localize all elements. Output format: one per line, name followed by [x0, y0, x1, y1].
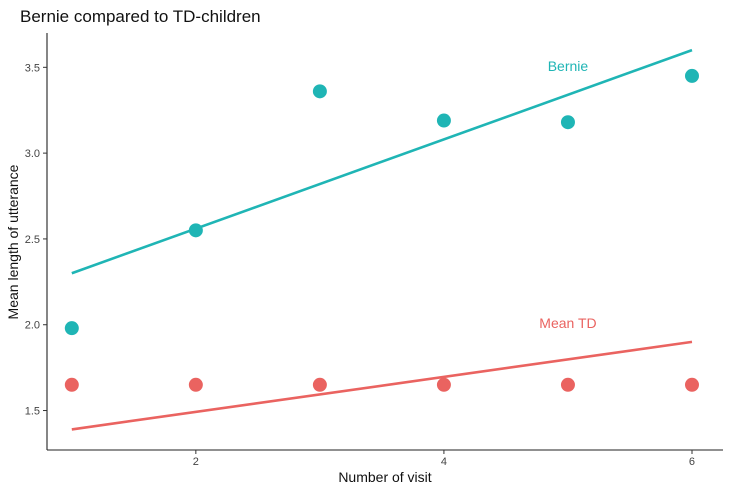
mean-td-point	[64, 377, 79, 392]
trend-lines	[71, 48, 693, 431]
bernie-point	[436, 113, 451, 128]
y-tick-label: 2.5	[25, 234, 40, 246]
bernie-point	[560, 115, 575, 130]
mean-td-point	[560, 377, 575, 392]
series-labels: Bernie Mean TD	[539, 58, 596, 331]
x-axis-title: Number of visit	[338, 469, 431, 485]
y-tick-label: 1.5	[25, 406, 40, 418]
bernie-point	[64, 321, 79, 336]
bernie-point	[312, 84, 327, 99]
bernie-point	[188, 223, 203, 238]
x-tick-label: 4	[441, 456, 447, 468]
data-points	[64, 68, 699, 392]
mean-td-point	[684, 377, 699, 392]
y-axis-title: Mean length of utterance	[5, 164, 21, 319]
y-axis-ticks: 1.5 2.0 2.5 3.0 3.5	[25, 62, 47, 418]
y-tick-label: 3.5	[25, 62, 40, 74]
bernie-label: Bernie	[548, 58, 589, 74]
bernie-trend-line	[71, 48, 693, 275]
chart-title: Bernie compared to TD-children	[20, 7, 261, 26]
x-axis-ticks: 2 4 6	[193, 450, 695, 468]
mean-td-trend-line	[71, 340, 693, 431]
mean-td-point	[188, 377, 203, 392]
y-tick-label: 2.0	[25, 320, 40, 332]
x-tick-label: 2	[193, 456, 199, 468]
bernie-point	[684, 68, 699, 83]
mean-td-point	[312, 377, 327, 392]
mean-td-label: Mean TD	[539, 315, 596, 331]
x-tick-label: 6	[689, 456, 695, 468]
mean-td-point	[436, 377, 451, 392]
y-tick-label: 3.0	[25, 148, 40, 160]
